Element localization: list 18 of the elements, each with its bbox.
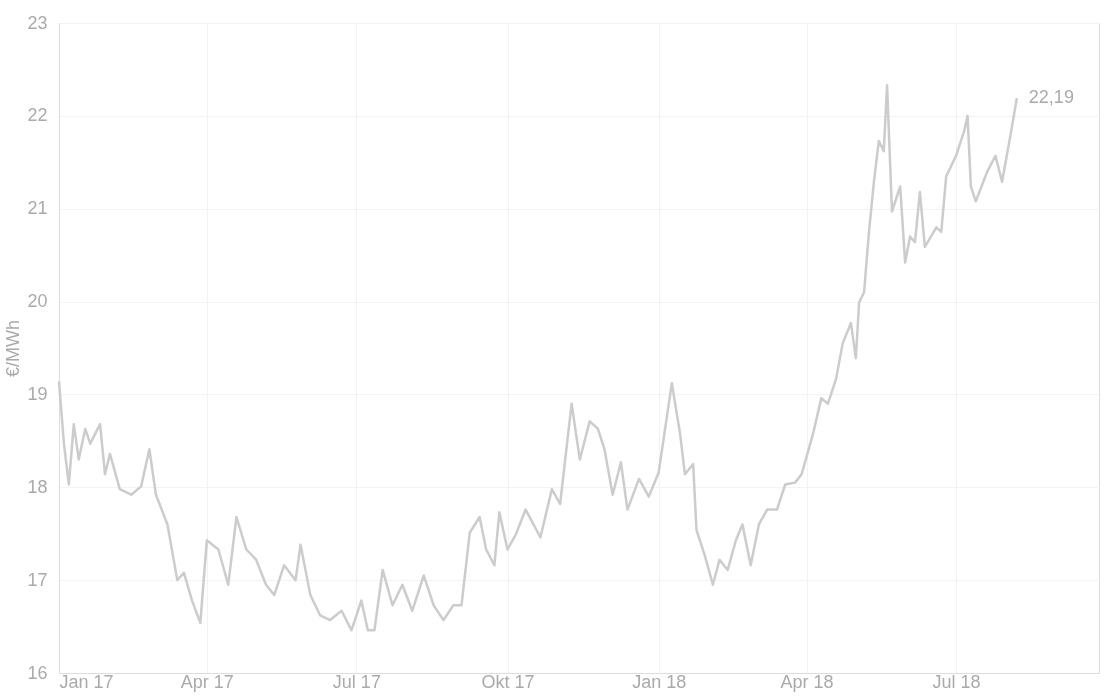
y-tick-label: 23 bbox=[27, 12, 48, 33]
y-tick-label: 22 bbox=[27, 105, 48, 126]
y-tick-label: 20 bbox=[27, 291, 48, 312]
x-tick-label: Jul 17 bbox=[332, 671, 381, 692]
y-tick-label: 17 bbox=[27, 569, 48, 590]
x-tick-label: Apr 17 bbox=[180, 671, 234, 692]
x-tick-label: Jan 18 bbox=[632, 671, 687, 692]
annotation: 22,19 bbox=[1028, 87, 1074, 108]
y-tick-label: 19 bbox=[27, 383, 48, 404]
x-tick-label: Apr 18 bbox=[780, 671, 834, 692]
x-tick-label: Jul 18 bbox=[932, 671, 981, 692]
x-tick-label: Jan 17 bbox=[59, 671, 114, 692]
line-series bbox=[57, 83, 1019, 632]
y-tick-label: 21 bbox=[27, 198, 48, 219]
x-tick-label: Okt 17 bbox=[481, 671, 535, 692]
y-tick-label: 18 bbox=[27, 476, 48, 497]
y-axis-title: €/MWh bbox=[3, 319, 24, 378]
y-tick-label: 16 bbox=[27, 662, 48, 683]
